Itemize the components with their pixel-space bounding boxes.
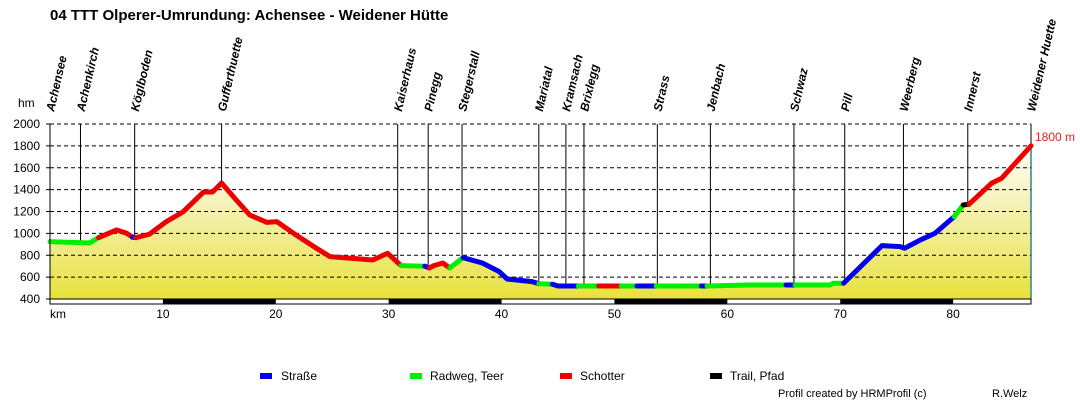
waypoint-label: Pinegg (421, 70, 444, 113)
x-tick-label: 60 (721, 307, 735, 321)
x-axis-label: km (50, 307, 66, 321)
profile-segment-cycle (398, 263, 428, 269)
y-tick-label: 800 (20, 248, 40, 262)
legend-label: Straße (281, 369, 317, 383)
profile-segment-gravel (966, 143, 1034, 207)
waypoint-label: Strass (651, 73, 673, 112)
y-axis-label: hm (18, 96, 35, 110)
profile-segment-cycle (447, 255, 466, 271)
legend: Straße Radweg, Teer Schotter Trail, Pfad (260, 369, 784, 383)
y-tick-label: 400 (20, 292, 40, 306)
waypoint-label: Weerberg (897, 55, 923, 113)
waypoint-label: Stegerstall (455, 49, 483, 113)
legend-label: Trail, Pfad (730, 369, 784, 383)
profile-area-fill (50, 145, 1031, 299)
x-tick-label: 40 (495, 307, 509, 321)
waypoint-label: Pill (838, 91, 856, 112)
x-tick-label: 50 (608, 307, 622, 321)
waypoint-label: Kaiserhaus (391, 46, 419, 113)
y-tick-label: 1000 (13, 226, 40, 240)
legend-swatch-trail (710, 373, 722, 379)
legend-label: Schotter (580, 369, 625, 383)
x-axis-bar-segment (614, 299, 728, 304)
chart-title: 04 TTT Olperer-Umrundung: Achensee - Wei… (50, 7, 448, 24)
legend-label: Radweg, Teer (430, 369, 504, 383)
x-axis-bar (49, 298, 1032, 305)
x-axis-bar-segment (840, 299, 954, 304)
profile-segment-gravel (96, 227, 135, 241)
y-tick-label: 1200 (13, 205, 40, 219)
end-elevation-label: 1800 m (1035, 130, 1075, 144)
waypoint-label: Köglboden (128, 48, 156, 112)
legend-swatch-gravel (560, 373, 572, 379)
author-text: R.Welz (992, 388, 1027, 400)
waypoint-label: Achenkirch (74, 46, 103, 114)
x-tick-label: 30 (382, 307, 396, 321)
profile-segment-cycle (704, 282, 789, 289)
profile-segment-cycle (47, 235, 102, 246)
waypoint-label: Achensee (43, 54, 70, 114)
x-tick-label: 80 (946, 307, 960, 321)
profile-segment-road (841, 214, 957, 286)
profile-segment-gravel (133, 180, 404, 269)
y-tick-label: 600 (20, 270, 40, 284)
profile-segment-road (460, 255, 542, 287)
legend-swatch-cycle (410, 373, 422, 379)
waypoint-label: Innerst (961, 70, 984, 113)
y-tick-label: 1600 (13, 161, 40, 175)
x-tick-label: 10 (156, 307, 170, 321)
x-axis-bar-segment (388, 299, 502, 304)
x-tick-label: 20 (269, 307, 283, 321)
profile-segment-road (549, 281, 581, 289)
x-tick-label: 70 (834, 307, 848, 321)
legend-swatch-road (260, 373, 272, 379)
x-axis-bar-segment (162, 299, 276, 304)
credit-text: Profil created by HRMProfil (c) (778, 388, 927, 400)
profile-segment-cycle (792, 280, 847, 288)
y-tick-label: 1400 (13, 183, 40, 197)
profile-segment-gravel (426, 260, 453, 271)
waypoint-label: Schwaz (787, 67, 811, 113)
waypoint-label: Weidener Huette (1024, 17, 1059, 113)
y-tick-label: 2000 (13, 117, 40, 131)
waypoint-label: Gufferthuette (215, 35, 246, 112)
waypoint-label: Mariatal (532, 65, 556, 113)
y-tick-label: 1800 (13, 139, 40, 153)
waypoint-label: Jenbach (704, 62, 729, 113)
